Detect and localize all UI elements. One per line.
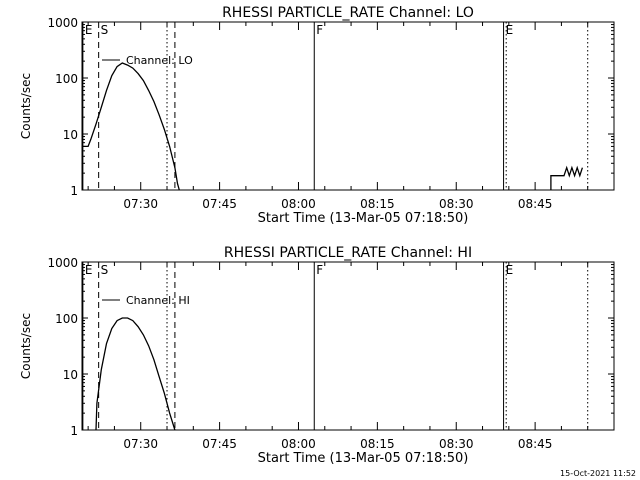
legend-label: Channel: HI	[126, 294, 190, 307]
x-axis-label: Start Time (13-Mar-05 07:18:50)	[258, 211, 469, 226]
x-tick-label: 08:00	[281, 197, 316, 211]
y-tick-label: 100	[55, 72, 78, 86]
x-axis-label: Start Time (13-Mar-05 07:18:50)	[258, 451, 469, 466]
x-tick-label: 07:30	[123, 437, 158, 451]
plot-frame	[81, 21, 615, 191]
series-line-1	[550, 165, 584, 190]
x-tick-label: 07:45	[202, 437, 237, 451]
y-tick-label: 1000	[47, 256, 78, 270]
x-tick-label: 08:00	[281, 437, 316, 451]
y-tick-label: 1	[70, 424, 78, 438]
y-tick-label: 10	[63, 368, 78, 382]
chart-title: RHESSI PARTICLE_RATE Channel: HI	[224, 245, 472, 261]
event-marker-label: E	[85, 23, 93, 37]
legend-label: Channel: LO	[126, 54, 193, 67]
chart-title: RHESSI PARTICLE_RATE Channel: LO	[222, 5, 474, 21]
event-marker-label: E	[506, 23, 514, 37]
series-line-0	[95, 317, 176, 431]
y-tick-label: 100	[55, 312, 78, 326]
event-marker-label: F	[316, 23, 323, 37]
y-axis-label: Counts/sec	[19, 313, 33, 379]
x-tick-label: 07:45	[202, 197, 237, 211]
y-axis-label: Counts/sec	[19, 73, 33, 139]
x-tick-label: 08:15	[360, 437, 395, 451]
event-marker-label: E	[506, 263, 514, 277]
y-tick-label: 10	[63, 128, 78, 142]
chart-panel-0: RHESSI PARTICLE_RATE Channel: LO 1 10 100 10…	[19, 5, 615, 226]
event-marker-label: E	[85, 263, 93, 277]
x-tick-label: 08:45	[518, 197, 553, 211]
footer-timestamp: 15-Oct-2021 11:52	[560, 469, 636, 478]
x-tick-label: 07:30	[123, 197, 158, 211]
y-tick-label: 1000	[47, 16, 78, 30]
event-marker-label: S	[101, 23, 109, 37]
x-tick-label: 08:30	[439, 437, 474, 451]
x-tick-label: 08:15	[360, 197, 395, 211]
x-tick-label: 08:30	[439, 197, 474, 211]
x-tick-label: 08:45	[518, 437, 553, 451]
series-line-0	[82, 62, 180, 191]
event-marker-label: F	[316, 263, 323, 277]
plot-frame	[81, 261, 615, 431]
chart-panel-1: RHESSI PARTICLE_RATE Channel: HI 1 10 100 10…	[19, 245, 615, 466]
event-marker-label: S	[101, 263, 109, 277]
y-tick-label: 1	[70, 184, 78, 198]
